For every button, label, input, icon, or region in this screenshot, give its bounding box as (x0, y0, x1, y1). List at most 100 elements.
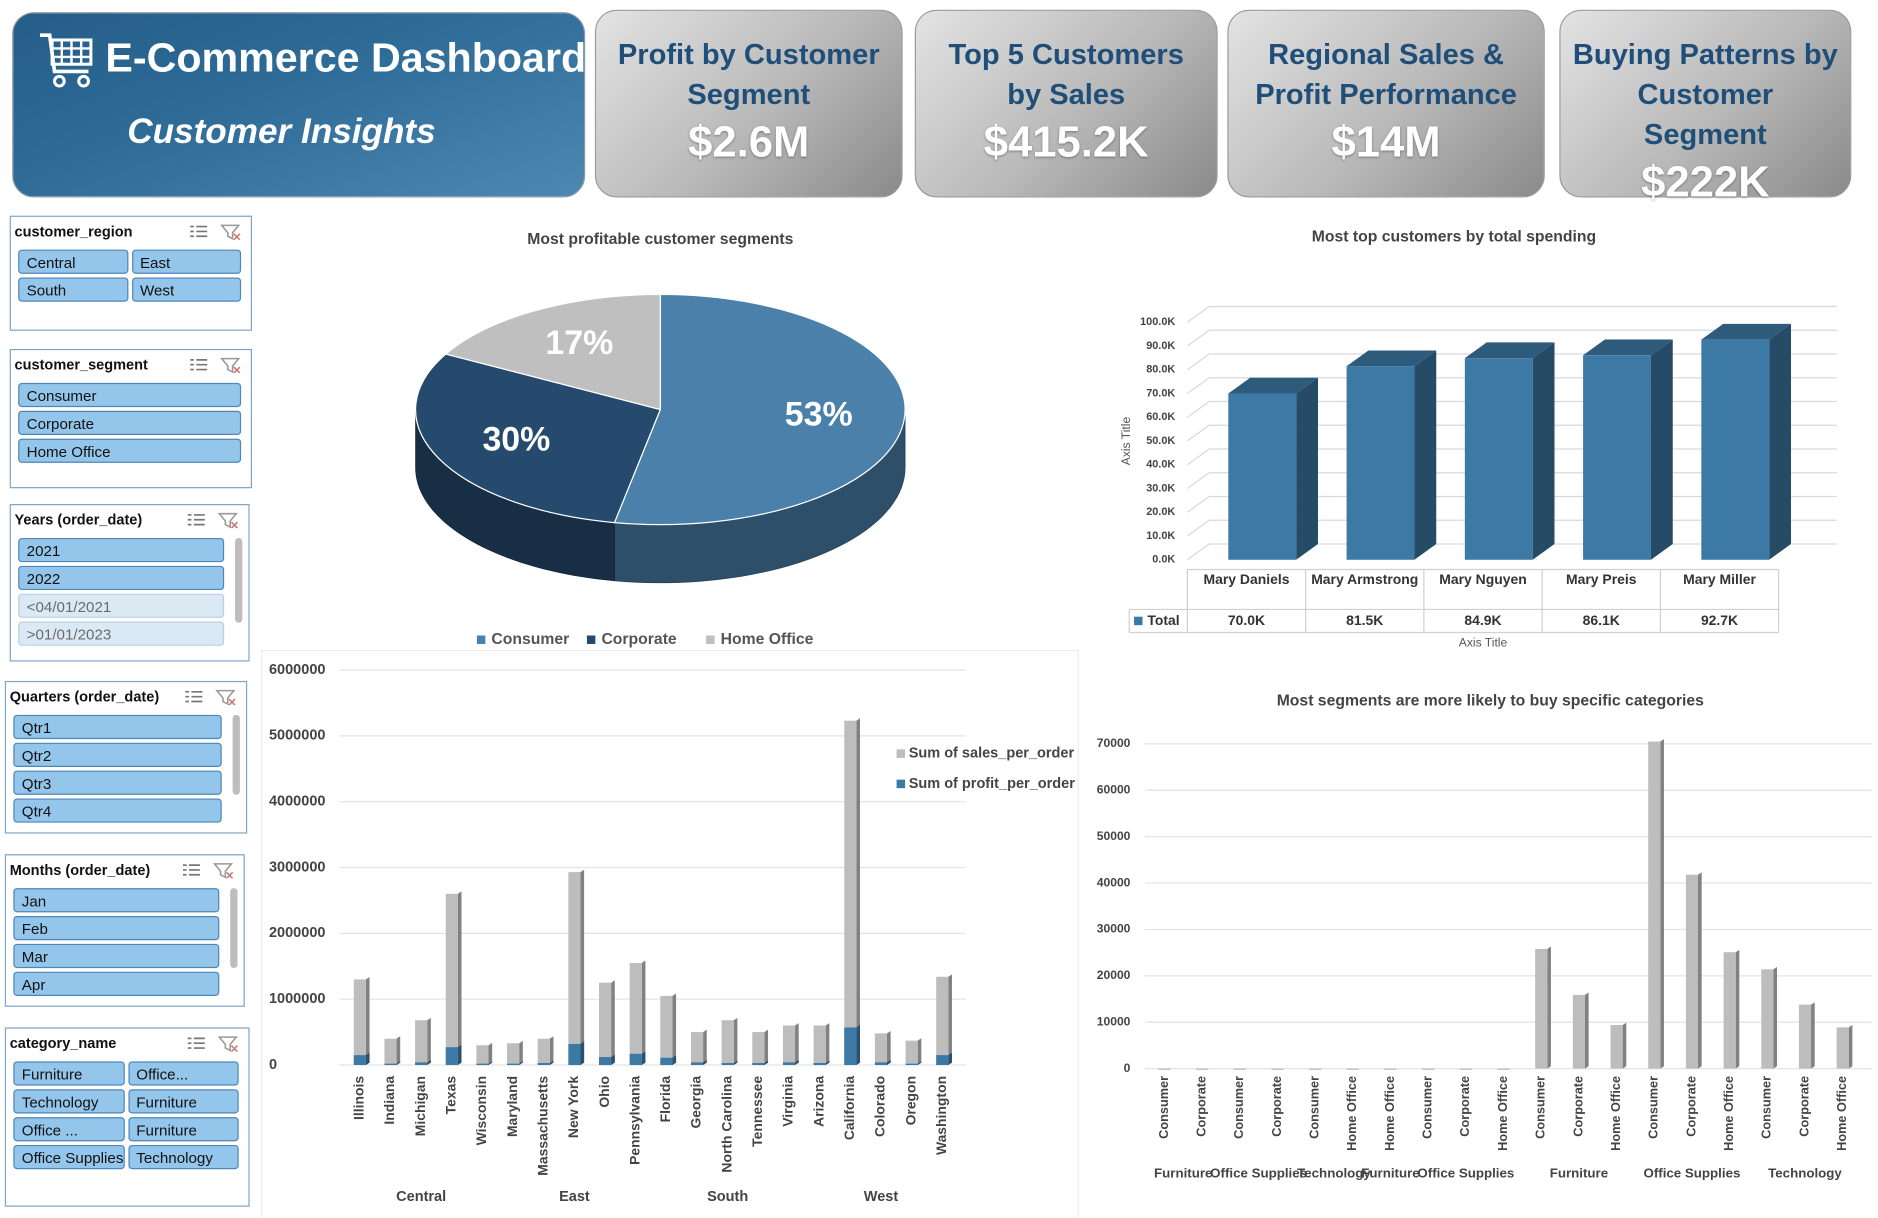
slicer-item[interactable]: 2021 (18, 537, 225, 563)
x-tick-label: Corporate (1683, 1076, 1698, 1137)
bar (1723, 952, 1736, 1069)
bar-side (488, 1061, 493, 1066)
bar (905, 1040, 918, 1066)
y-tick-label: 60.0K (1146, 411, 1175, 423)
slicer-item[interactable]: Corporate (18, 410, 242, 435)
y-tick-label: 50000 (1097, 829, 1131, 843)
kpi-title: Profit by Customer Segment (617, 38, 880, 112)
slicer-items: Furniture Office... Technology Furniture Off… (13, 1061, 239, 1170)
slicer-icons[interactable] (181, 861, 237, 879)
bar (874, 1033, 888, 1066)
slicer-item[interactable]: Apr (13, 971, 220, 996)
slicer-item[interactable]: Technology (13, 1089, 125, 1114)
slicer-item[interactable]: Office... (127, 1061, 239, 1086)
slicer-item[interactable]: Furniture (127, 1117, 239, 1142)
bar-side (672, 1055, 677, 1066)
x-tick-label: Corporate (1570, 1076, 1585, 1137)
y-tick-label: 0.0K (1152, 554, 1175, 566)
bar-side (488, 1042, 493, 1066)
x-tick-label: Ohio (596, 1076, 612, 1108)
slicer-items: Central East South West (18, 249, 242, 302)
slicer-item[interactable]: Qtr4 (13, 798, 222, 823)
slicer-item[interactable]: Jan (13, 888, 220, 913)
slicer-item[interactable]: >01/01/2023 (18, 621, 225, 646)
bar-side (549, 1060, 554, 1066)
slicer-items: Consumer Corporate Home Office (18, 382, 242, 463)
bar (1422, 1068, 1435, 1070)
bar-side (611, 1054, 615, 1066)
x-tick-label: Consumer (1420, 1076, 1435, 1139)
x-tick-label: Tennessee (749, 1076, 765, 1147)
bar-side (641, 1051, 646, 1066)
y-tick-label: 2000000 (269, 925, 326, 941)
slicer-item[interactable]: West (131, 277, 242, 302)
x-tick-label: Corporate (1193, 1076, 1208, 1137)
x-tick-label: Texas (442, 1076, 458, 1115)
bar (1459, 1068, 1472, 1070)
slicer-item[interactable]: Central (18, 249, 128, 274)
slicer-item[interactable]: Consumer (18, 382, 242, 408)
slicer-item[interactable]: Home Office (18, 438, 242, 463)
bar (1761, 969, 1774, 1069)
bar-side (1735, 949, 1740, 1069)
x-tick-label: Mary Daniels (1203, 573, 1290, 588)
bar-side (1773, 966, 1778, 1069)
kpi-card: Top 5 Customers by Sales $415.2K (914, 9, 1218, 198)
slicer-item[interactable]: <04/01/2021 (18, 593, 225, 618)
slicer-item[interactable]: Qtr1 (13, 714, 222, 740)
slicer-item[interactable]: Office Supplies (13, 1144, 125, 1170)
bar (1196, 1068, 1209, 1070)
x-tick-label: Home Office (1382, 1076, 1397, 1151)
slicer-icons[interactable] (185, 1035, 241, 1052)
table-cell: Mary Preis (1566, 573, 1637, 588)
bar (905, 1063, 918, 1066)
slicer-icons[interactable] (185, 511, 241, 529)
dashboard-subtitle: Customer Insights (127, 112, 436, 152)
slicer-item[interactable]: South (18, 277, 128, 302)
slicer-item[interactable]: Office ... (13, 1117, 125, 1142)
slicer-scrollbar (235, 537, 243, 623)
slicer-item[interactable]: East (131, 249, 242, 274)
legend-key (896, 749, 906, 758)
slicer-item[interactable]: Qtr2 (13, 742, 222, 767)
slicer-item[interactable]: Qtr3 (13, 770, 222, 795)
pie-slice (613, 293, 906, 526)
bar (1271, 1068, 1284, 1070)
chart-title: Most top customers by total spending (1312, 229, 1596, 246)
x-tick-label: Home Office (1344, 1076, 1359, 1151)
bar-side (1584, 992, 1589, 1069)
bar (1701, 339, 1770, 560)
slicer-item[interactable]: Feb (13, 915, 220, 941)
x-tick-label: New York (565, 1076, 581, 1138)
bar-side (703, 1029, 707, 1066)
y-tick-label: 30000 (1097, 922, 1131, 936)
bar (1384, 1068, 1397, 1070)
slicer-icons[interactable] (183, 688, 239, 706)
slicer-item[interactable]: Furniture (13, 1061, 125, 1086)
bar-top (1228, 377, 1318, 394)
bar (660, 995, 673, 1066)
bar (507, 1043, 520, 1066)
bar (353, 979, 366, 1066)
slicer-icons[interactable] (188, 223, 244, 240)
x-tick-label: Consumer (1307, 1076, 1322, 1139)
legend-key (1134, 616, 1143, 626)
group-label: East (559, 1189, 590, 1205)
slicer-item[interactable]: Furniture (127, 1089, 239, 1114)
bar (782, 1062, 796, 1066)
y-tick-label: 60000 (1097, 782, 1131, 796)
legend-label: Home Office (721, 631, 814, 648)
slicer-item[interactable]: 2022 (18, 565, 225, 591)
y-tick-label: 20000 (1097, 968, 1131, 982)
slicer-item[interactable]: Mar (13, 943, 220, 969)
bar-top (1464, 342, 1555, 359)
slicer-item[interactable]: Technology (127, 1144, 239, 1170)
bar-side (1848, 1024, 1853, 1069)
bar-side (672, 993, 677, 1066)
group-label: Technology (1768, 1166, 1842, 1181)
slicer-items: 2021 2022 <04/01/2021 >01/01/2023 (18, 537, 225, 646)
kpi-title: Buying Patterns by Customer Segment (1572, 38, 1838, 152)
slicer-icons[interactable] (188, 356, 244, 374)
bar (874, 1062, 888, 1066)
y-tick-label: 10.0K (1146, 530, 1175, 542)
